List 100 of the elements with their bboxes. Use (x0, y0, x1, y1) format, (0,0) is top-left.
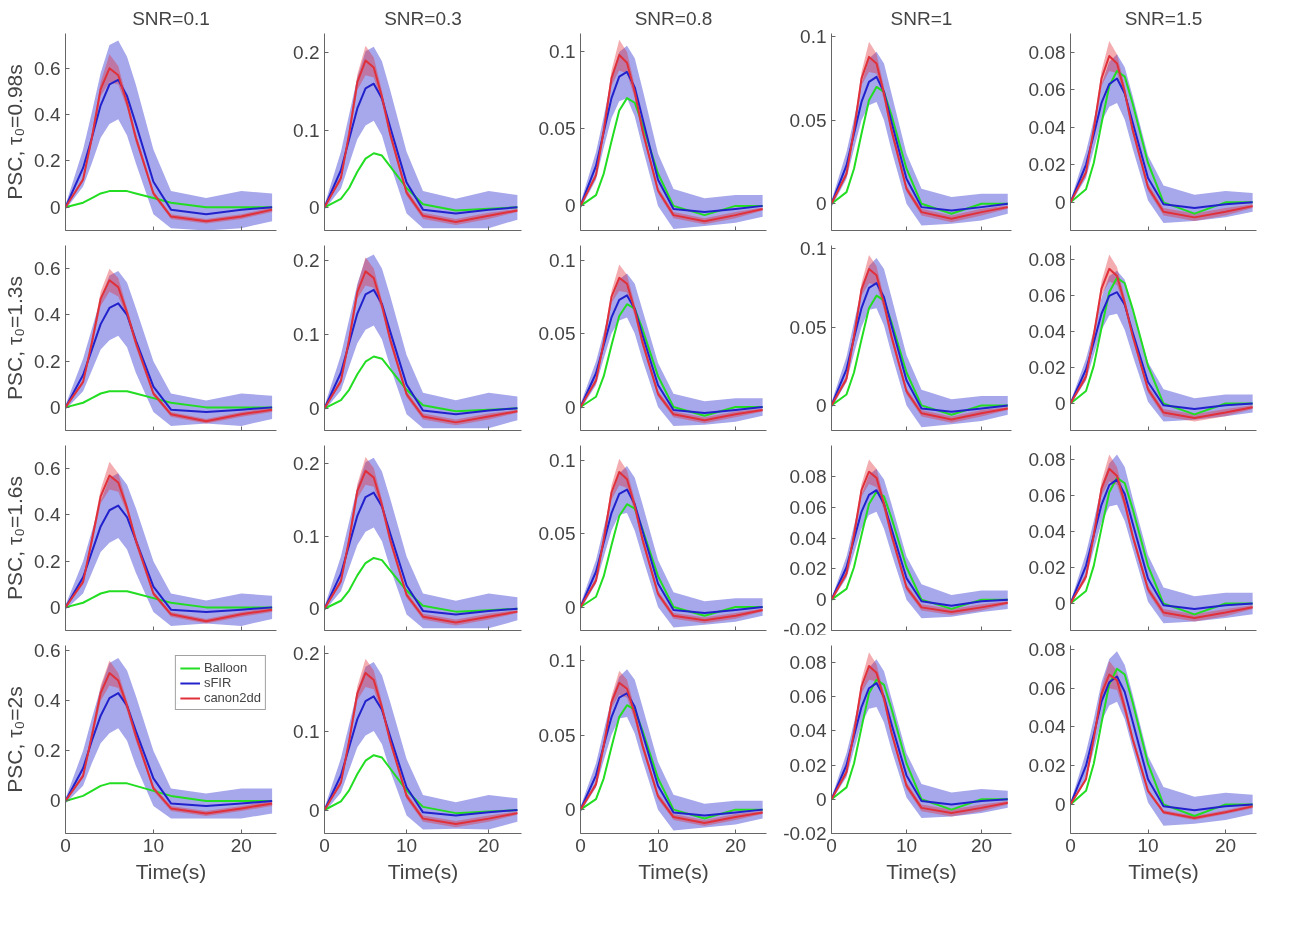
chart-title: SNR=0.1 (132, 7, 210, 29)
chart-title: SNR=1.5 (1124, 7, 1203, 29)
y-tick-label: 0.02 (1028, 154, 1066, 176)
x-tick-label: 20 (724, 834, 747, 856)
y-tick-label: 0.08 (1028, 41, 1066, 63)
y-tick-label: 0.1 (800, 26, 827, 48)
y-tick-label: 0.06 (1028, 285, 1066, 307)
y-tick-label: 0 (49, 790, 61, 812)
y-tick-label: 0.1 (293, 323, 320, 345)
x-axis-title: Time(s) (135, 859, 207, 883)
y-tick-label: 0 (564, 596, 576, 618)
y-tick-label: 0 (49, 596, 61, 618)
y-tick-label: 0.06 (789, 496, 827, 518)
x-axis-title: Time(s) (638, 859, 709, 883)
y-axis-title: PSC, τ₀=2s (3, 686, 27, 793)
y-tick-label: 0.2 (293, 453, 320, 475)
y-tick-label: 0 (308, 196, 320, 218)
y-tick-label: 0.2 (293, 249, 320, 271)
y-tick-label: 0.02 (1028, 557, 1066, 579)
y-tick-label: 0.4 (34, 304, 61, 326)
y-tick-label: 0.06 (1028, 79, 1066, 101)
y-tick-label: 0.1 (549, 249, 576, 271)
y-tick-label: 0.1 (549, 649, 576, 671)
y-tick-label: -0.02 (783, 618, 827, 640)
y-tick-label: 0.2 (293, 42, 320, 64)
y-axis-title: PSC, τ₀=0.98s (3, 64, 27, 200)
y-tick-label: 0.05 (538, 523, 576, 545)
x-tick-label: 10 (1137, 834, 1159, 856)
y-tick-label: 0 (815, 394, 827, 416)
legend-label: sFIR (203, 675, 232, 690)
y-tick-label: 0.05 (538, 724, 576, 746)
y-tick-label: 0.4 (34, 104, 61, 126)
y-axis-title: PSC, τ₀=1.3s (3, 276, 27, 400)
y-tick-label: 0.05 (789, 316, 827, 338)
y-tick-label: 0 (1054, 593, 1066, 615)
x-tick-label: 20 (478, 834, 500, 856)
x-axis-title: Time(s) (886, 859, 957, 883)
y-tick-label: 0.02 (789, 754, 827, 776)
y-tick-label: 0.2 (34, 550, 61, 572)
y-tick-label: 0.6 (34, 57, 61, 79)
y-tick-label: 0.2 (34, 740, 61, 762)
legend-label: Balloon (203, 660, 248, 675)
y-tick-label: 0.04 (1028, 321, 1066, 343)
y-tick-label: 0.1 (549, 449, 576, 471)
y-tick-label: 0.04 (789, 720, 827, 742)
y-tick-label: -0.02 (783, 823, 827, 844)
y-tick-label: 0 (1054, 191, 1066, 213)
y-tick-label: 0.08 (1028, 249, 1066, 271)
y-tick-label: 0.4 (34, 690, 61, 712)
x-tick-label: 10 (895, 834, 918, 856)
x-tick-label: 10 (142, 834, 164, 856)
y-axis-title: PSC, τ₀=1.6s (3, 476, 27, 600)
y-tick-label: 0.6 (34, 640, 61, 662)
x-axis-title: Time(s) (1128, 859, 1199, 883)
y-tick-label: 0.06 (1028, 485, 1066, 507)
x-tick-label: 20 (970, 834, 993, 856)
y-tick-label: 0.05 (789, 109, 827, 131)
y-tick-label: 0 (49, 196, 61, 218)
y-tick-label: 0 (308, 598, 320, 620)
y-tick-label: 0 (815, 193, 827, 215)
y-tick-label: 0 (1054, 393, 1066, 415)
x-tick-label: 20 (1214, 834, 1237, 856)
y-tick-label: 0.2 (34, 150, 61, 172)
y-tick-label: 0.04 (1028, 116, 1066, 138)
x-tick-label: 10 (647, 834, 669, 856)
y-tick-label: 0.02 (1028, 755, 1066, 777)
y-tick-label: 0.2 (34, 350, 61, 372)
y-tick-label: 0.1 (293, 119, 320, 141)
chart-title: SNR=1 (890, 7, 953, 29)
y-tick-label: 0 (564, 195, 576, 217)
y-tick-label: 0.08 (789, 465, 827, 487)
x-tick-label: 10 (396, 834, 418, 856)
y-tick-label: 0 (49, 396, 61, 418)
y-tick-label: 0.1 (293, 525, 320, 547)
y-tick-label: 0.08 (789, 652, 827, 674)
y-tick-label: 0 (1054, 793, 1066, 815)
y-tick-label: 0.1 (293, 721, 320, 743)
y-tick-label: 0 (308, 799, 320, 821)
y-tick-label: 0.1 (549, 41, 576, 63)
chart-title: SNR=0.8 (634, 7, 713, 29)
y-tick-label: 0 (815, 788, 827, 810)
y-tick-label: 0.08 (1028, 638, 1066, 660)
y-tick-label: 0 (564, 799, 576, 821)
y-tick-label: 0.02 (789, 558, 827, 580)
y-tick-label: 0.1 (800, 238, 827, 260)
y-tick-label: 0.05 (538, 323, 576, 345)
y-tick-label: 0.6 (34, 258, 61, 280)
y-tick-label: 0 (564, 396, 576, 418)
legend-label: canon2dd (203, 690, 261, 705)
y-tick-label: 0.04 (789, 527, 827, 549)
x-axis-title: Time(s) (387, 859, 459, 883)
y-tick-label: 0 (815, 589, 827, 611)
y-tick-label: 0 (308, 397, 320, 419)
y-tick-label: 0.04 (1028, 716, 1066, 738)
y-tick-label: 0.6 (34, 458, 61, 480)
x-tick-label: 20 (230, 834, 252, 856)
y-tick-label: 0.08 (1028, 449, 1066, 471)
y-tick-label: 0.2 (293, 642, 320, 664)
y-tick-label: 0.06 (1028, 677, 1066, 699)
y-tick-label: 0.06 (789, 686, 827, 708)
